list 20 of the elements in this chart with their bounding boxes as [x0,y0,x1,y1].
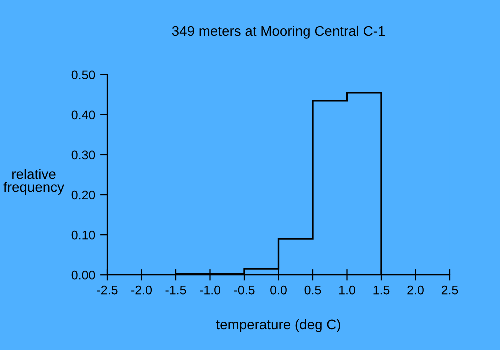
x-tick-label: -1.5 [166,286,186,295]
x-tick-label: 0.0 [270,286,287,295]
chart-title: 349 meters at Mooring Central C-1 [172,26,385,39]
y-tick-label: 0.30 [72,150,96,160]
x-tick-label: -0.5 [234,286,255,295]
y-tick-label: 0.10 [72,230,96,240]
y-tick-label: 0.50 [72,70,96,80]
y-tick-label: 0.40 [72,110,96,120]
x-tick-label: 2.0 [408,286,424,295]
x-tick-label: 1.0 [340,286,356,295]
x-tick-label: -2.5 [97,286,118,295]
x-tick-label: 0.5 [304,286,322,295]
x-tick-label: 2.5 [442,286,458,295]
y-axis-title: relative frequency [4,169,64,195]
y-tick-label: 0.00 [72,270,96,280]
x-axis-title: temperature (deg C) [216,319,340,332]
y-tick-label: 0.20 [72,190,96,200]
x-tick-label: 1.5 [374,286,390,295]
x-tick-label: -2.0 [132,286,152,295]
x-tick-label: -1.0 [200,286,221,295]
